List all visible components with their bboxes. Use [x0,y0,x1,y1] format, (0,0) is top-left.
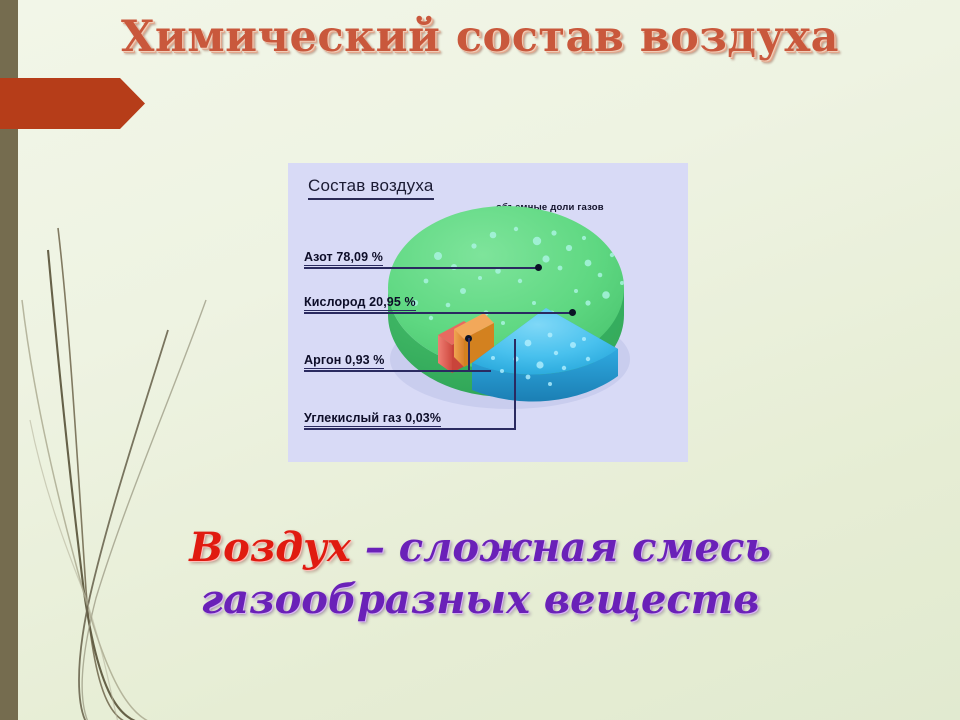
conclusion-line2: газообразных веществ [200,576,760,623]
pie-chart [388,206,630,409]
leader-line-co2 [304,428,516,430]
chart-panel: Состав воздуха объемные доли газов [288,163,688,462]
conclusion-word-vozduh: Воздух [189,524,351,571]
chart-heading: Состав воздуха [308,176,434,200]
chart-label-oxygen: Кислород 20,95 % [304,295,416,311]
conclusion-text: Воздух – сложная смесь газообразных веще… [0,522,960,626]
left-accent-bar [0,0,18,720]
grass-decoration [21,227,207,720]
chart-label-carbon-dioxide: Углекислый газ 0,03% [304,411,442,427]
arrow-banner [0,78,145,129]
conclusion-rest-line1: – сложная смесь [364,524,771,571]
slice-argon [454,313,494,367]
slice-oxygen [472,308,618,402]
leader-line-nitrogen [304,267,538,269]
chart-label-argon: Аргон 0,93 % [304,353,385,369]
leader-line-argon [304,370,491,372]
leader-line-co2-vertical [514,339,516,429]
leader-dot-nitrogen [535,264,542,271]
leader-line-argon-vertical [468,338,470,371]
leader-line-oxygen [304,312,572,314]
leader-dot-oxygen [569,309,576,316]
page-title: Химический состав воздуха [121,12,839,62]
chart-label-nitrogen: Азот 78,09 % [304,250,383,266]
chart-subtitle: объемные доли газов [496,202,604,213]
